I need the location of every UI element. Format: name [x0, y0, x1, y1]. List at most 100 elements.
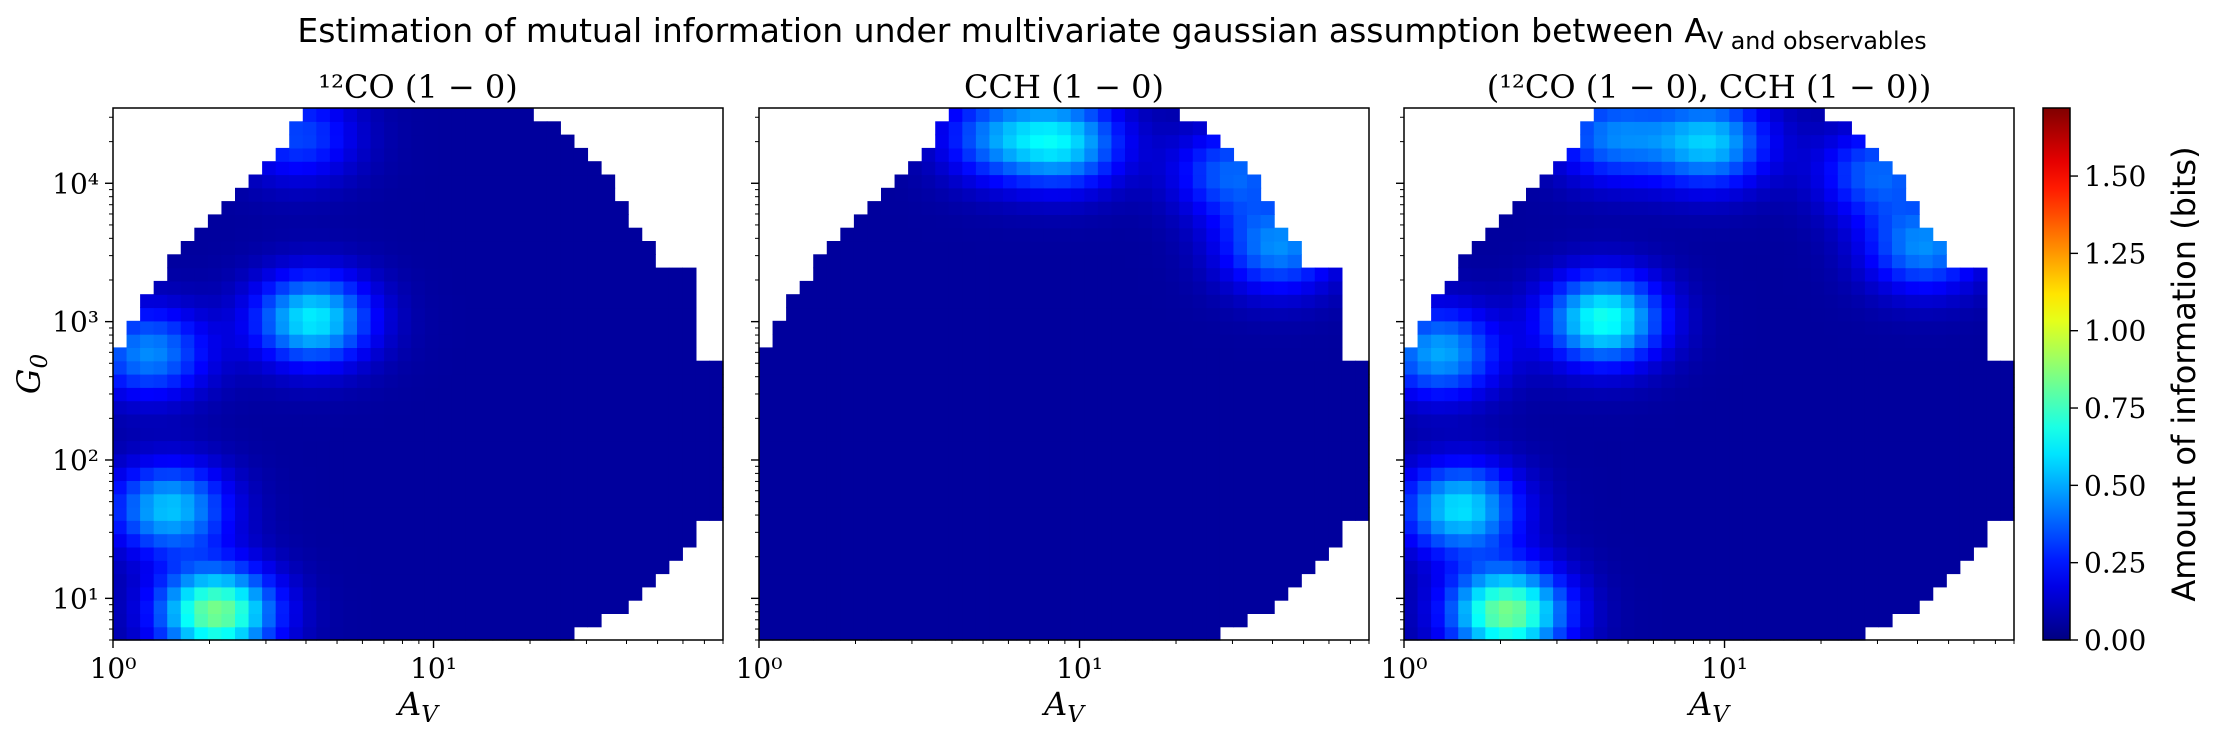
heatmap-cell	[1742, 147, 1758, 162]
heatmap-cell	[826, 613, 841, 628]
heatmap-cell	[370, 387, 385, 402]
heatmap-cell	[546, 334, 561, 348]
heatmap-cell	[1715, 334, 1730, 348]
heatmap-cell	[1634, 600, 1649, 614]
heatmap-cell	[221, 307, 236, 322]
heatmap-cell	[316, 507, 331, 521]
heatmap-cell	[1111, 108, 1126, 122]
heatmap-cell	[1946, 400, 1961, 415]
heatmap-cell	[668, 294, 683, 309]
heatmap-cell	[1837, 134, 1852, 149]
heatmap-cell	[1864, 480, 1880, 495]
heatmap-cell	[826, 507, 841, 521]
heatmap-cell	[1084, 147, 1099, 162]
heatmap-cell	[1247, 533, 1262, 548]
heatmap-cell	[343, 600, 358, 614]
heatmap-cell	[962, 174, 977, 189]
heatmap-cell	[840, 560, 855, 575]
heatmap-cell	[1192, 546, 1207, 561]
heatmap-cell	[1431, 520, 1446, 535]
heatmap-cell	[962, 533, 977, 548]
heatmap-cell	[1458, 440, 1473, 455]
heatmap-cell	[1417, 613, 1432, 628]
heatmap-cell	[302, 586, 317, 601]
heatmap-cell	[384, 613, 399, 628]
heatmap-cell	[1864, 493, 1880, 508]
heatmap-cell	[1919, 493, 1934, 508]
heatmap-cell	[113, 507, 128, 521]
heatmap-cell	[1030, 626, 1045, 641]
heatmap-cell	[682, 413, 697, 428]
heatmap-cell	[316, 626, 331, 641]
heatmap-cell	[1810, 440, 1825, 455]
heatmap-cell	[799, 467, 814, 481]
heatmap-cell	[370, 600, 385, 614]
heatmap-cell	[1206, 174, 1221, 189]
heatmap-cell	[492, 267, 507, 282]
heatmap-cell	[587, 347, 602, 362]
heatmap-cell	[1526, 227, 1541, 242]
heatmap-cell	[1111, 453, 1126, 468]
heatmap-cell	[1810, 254, 1825, 269]
heatmap-cell	[1219, 280, 1235, 295]
heatmap-cell	[1138, 400, 1153, 415]
heatmap-cell	[1111, 600, 1126, 614]
heatmap-cell	[424, 360, 439, 375]
heatmap-cell	[1729, 108, 1744, 122]
heatmap-cell	[894, 613, 909, 628]
heatmap-cell	[1539, 546, 1554, 561]
heatmap-cell	[519, 241, 534, 255]
heatmap-cell	[1756, 546, 1771, 561]
heatmap-cell	[1729, 374, 1744, 388]
heatmap-cell	[1287, 294, 1302, 309]
heatmap-cell	[1125, 320, 1140, 335]
heatmap-cell	[962, 201, 977, 215]
heatmap-cell	[881, 467, 896, 481]
heatmap-cell	[465, 267, 480, 282]
heatmap-cell	[438, 108, 453, 122]
heatmap-cell	[908, 294, 923, 309]
heatmap-cell	[1661, 254, 1676, 269]
heatmap-cell	[1824, 121, 1839, 136]
heatmap-cell	[1355, 374, 1370, 388]
heatmap-cell	[826, 533, 841, 548]
heatmap-cell	[628, 520, 643, 535]
heatmap-cell	[1620, 626, 1636, 641]
heatmap-cell	[1648, 374, 1663, 388]
heatmap-cell	[1675, 174, 1690, 189]
heatmap-cell	[1030, 334, 1045, 348]
heatmap-cell	[1003, 227, 1018, 242]
heatmap-cell	[194, 453, 209, 468]
heatmap-cell	[1471, 360, 1486, 375]
heatmap-cell	[1233, 174, 1248, 189]
heatmap-cell	[221, 387, 236, 402]
heatmap-cell	[1593, 467, 1608, 481]
heatmap-cell	[1810, 626, 1825, 641]
heatmap-cell	[1986, 374, 2002, 388]
heatmap-cell	[357, 533, 372, 548]
heatmap-cell	[1043, 347, 1058, 362]
heatmap-cell	[1702, 108, 1717, 122]
heatmap-cell	[1702, 560, 1717, 575]
heatmap-cell	[180, 280, 195, 295]
heatmap-cell	[1458, 453, 1473, 468]
heatmap-cell	[1111, 174, 1126, 189]
heatmap-cell	[1512, 360, 1527, 375]
figure-title: Estimation of mutual information under m…	[297, 11, 1926, 55]
heatmap-cell	[1959, 360, 1974, 375]
heatmap-cell	[867, 214, 882, 229]
heatmap-cell	[140, 533, 155, 548]
heatmap-cell	[614, 467, 629, 481]
heatmap-cell	[1219, 546, 1235, 561]
heatmap-cell	[1648, 347, 1663, 362]
heatmap-cell	[1498, 560, 1514, 575]
heatmap-cell	[1675, 427, 1690, 442]
heatmap-cell	[628, 507, 643, 521]
heatmap-cell	[1165, 134, 1180, 149]
heatmap-cell	[587, 307, 602, 322]
heatmap-cell	[1539, 347, 1554, 362]
heatmap-cell	[867, 280, 882, 295]
heatmap-cell	[1783, 320, 1798, 335]
heatmap-cell	[113, 626, 128, 641]
heatmap-cell	[221, 347, 236, 362]
